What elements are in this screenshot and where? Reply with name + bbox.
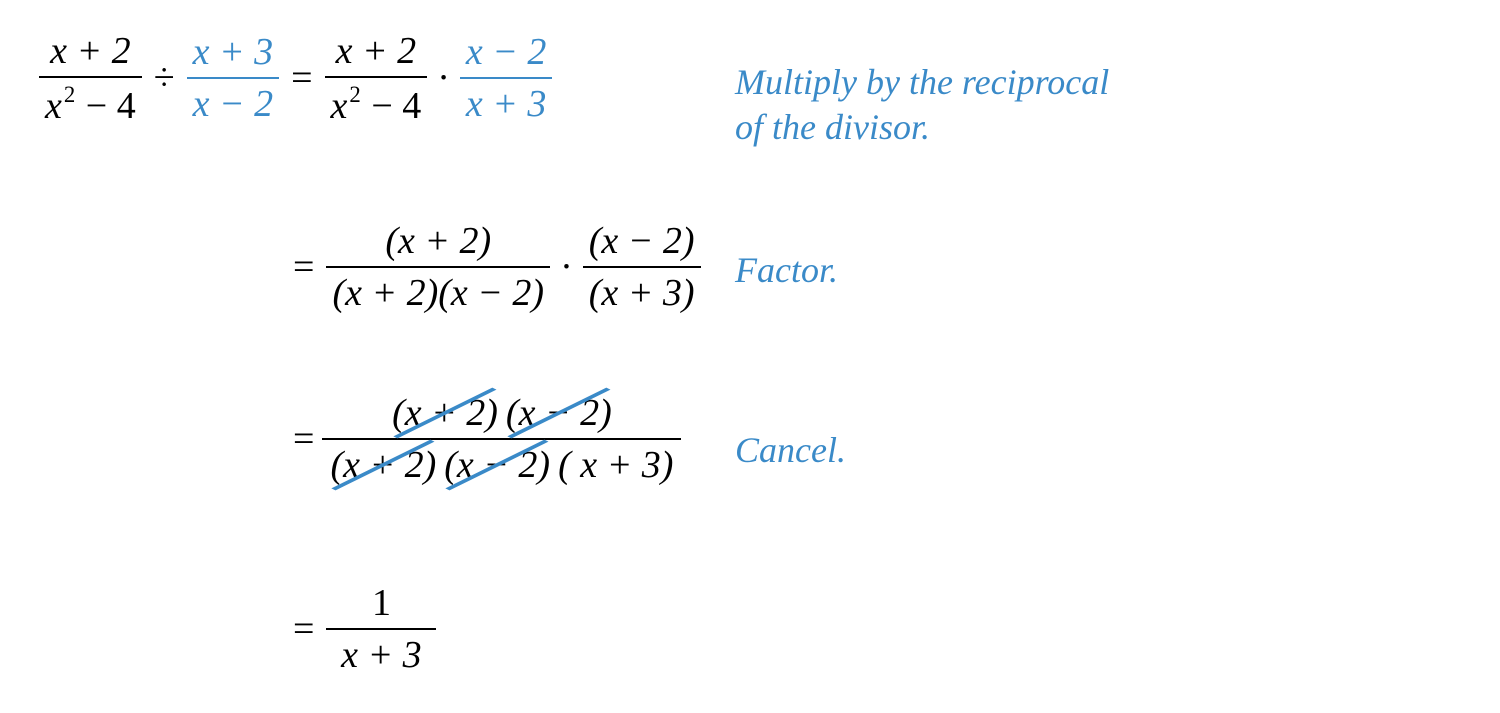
equation-step-2: = (x + 2) (x + 2)(x − 2) · (x − 2) (x + … xyxy=(285,218,705,316)
equation-step-3: = (x + 2) (x − 2) (x + 2) (x − 2) ( x + … xyxy=(285,390,681,488)
fraction-bar xyxy=(322,438,681,440)
annotation-step-2: Factor. xyxy=(735,248,838,293)
fraction-1: (x + 2) (x + 2)(x − 2) xyxy=(322,218,554,316)
multiply-dot: · xyxy=(431,59,456,97)
numerator: x + 2 xyxy=(44,28,137,74)
fraction-lhs-1: x + 2 x2 − 4 xyxy=(35,28,146,129)
equation-step-1: x + 2 x2 − 4 ÷ x + 3 x − 2 = x + 2 x2 − … xyxy=(35,28,556,129)
denominator: x + 3 xyxy=(335,632,428,678)
page: { "colors": { "black": "#000000", "blue"… xyxy=(0,0,1500,713)
numerator: (x + 2) xyxy=(379,218,497,264)
numerator: 1 xyxy=(366,580,397,626)
fraction-bar xyxy=(583,266,701,268)
equals: = xyxy=(283,59,320,97)
denominator: x2 − 4 xyxy=(39,80,142,129)
remaining-term: ( x + 3) xyxy=(558,446,673,484)
divide-op: ÷ xyxy=(146,59,183,97)
denominator: x + 3 xyxy=(460,81,553,127)
numerator: (x − 2) xyxy=(583,218,701,264)
fraction-bar xyxy=(326,266,550,268)
fraction-rhs-2: x − 2 x + 3 xyxy=(456,29,557,127)
annotation-step-1: Multiply by the reciprocal of the diviso… xyxy=(735,60,1109,150)
equals: = xyxy=(285,610,322,648)
cancelled-term: (x − 2) xyxy=(444,446,550,484)
denominator: (x + 2)(x − 2) xyxy=(326,270,550,316)
equals: = xyxy=(285,248,322,286)
fraction-lhs-2: x + 3 x − 2 xyxy=(183,29,284,127)
final-fraction: 1 x + 3 xyxy=(322,580,440,678)
denominator: (x + 2) (x − 2) ( x + 3) xyxy=(322,442,681,488)
fraction-2: (x − 2) (x + 3) xyxy=(579,218,705,316)
fraction-bar xyxy=(325,76,428,78)
cancel-fraction: (x + 2) (x − 2) (x + 2) (x − 2) ( x + 3) xyxy=(322,390,681,488)
fraction-bar xyxy=(326,628,436,630)
fraction-bar xyxy=(187,77,280,79)
multiply-dot: · xyxy=(554,248,579,286)
denominator: x − 2 xyxy=(187,81,280,127)
equals: = xyxy=(285,420,322,458)
fraction-rhs-1: x + 2 x2 − 4 xyxy=(321,28,432,129)
denominator: (x + 3) xyxy=(583,270,701,316)
denominator: x2 − 4 xyxy=(325,80,428,129)
cancelled-term: (x − 2) xyxy=(506,394,612,432)
numerator: (x + 2) (x − 2) xyxy=(384,390,620,436)
fraction-bar xyxy=(39,76,142,78)
annotation-step-3: Cancel. xyxy=(735,428,846,473)
numerator: x + 2 xyxy=(330,28,423,74)
numerator: x + 3 xyxy=(187,29,280,75)
fraction-bar xyxy=(460,77,553,79)
cancelled-term: (x + 2) xyxy=(392,394,498,432)
equation-step-4: = 1 x + 3 xyxy=(285,580,440,678)
numerator: x − 2 xyxy=(460,29,553,75)
cancelled-term: (x + 2) xyxy=(330,446,436,484)
